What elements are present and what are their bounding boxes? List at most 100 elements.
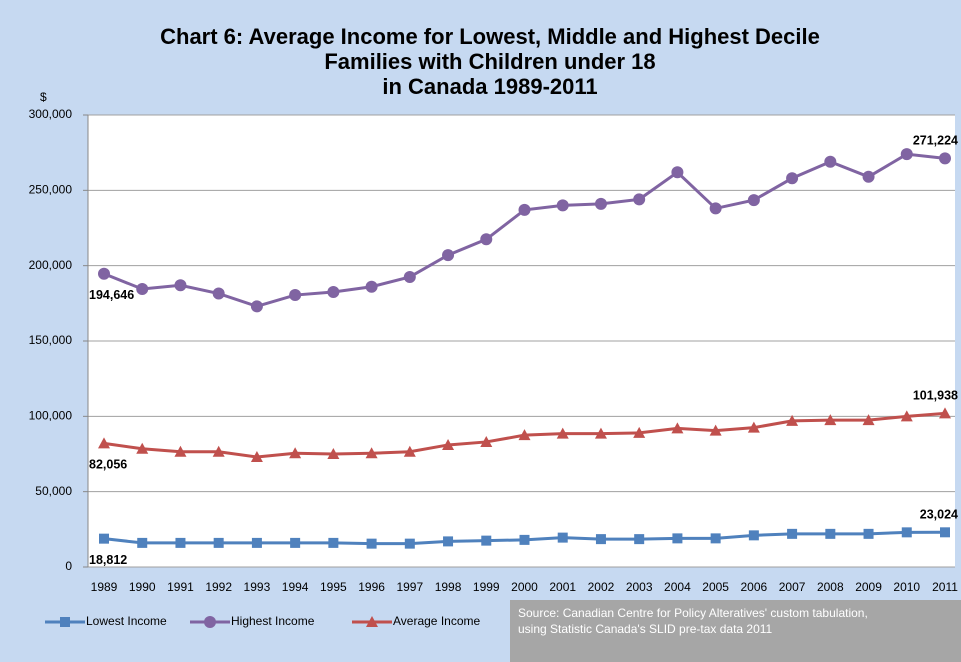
data-label: 82,056 [89, 458, 127, 472]
source-note: using Statistic Canada's SLID pre-tax da… [518, 622, 773, 636]
marker [250, 300, 263, 313]
x-tick-label: 2006 [741, 580, 768, 594]
x-tick-label: 2001 [549, 580, 576, 594]
x-tick-label: 1998 [435, 580, 462, 594]
marker [136, 442, 149, 454]
marker [519, 534, 530, 545]
marker [594, 197, 607, 210]
marker [787, 528, 798, 539]
marker [900, 148, 913, 161]
x-tick-label: 1996 [358, 580, 385, 594]
y-axis-label: $ [40, 90, 47, 104]
marker [442, 438, 455, 450]
marker [671, 166, 684, 179]
marker [862, 170, 875, 183]
chart-title: in Canada 1989-2011 [382, 74, 597, 99]
marker [251, 537, 262, 548]
marker [825, 528, 836, 539]
marker [901, 527, 912, 538]
marker [213, 537, 224, 548]
data-label: 271,224 [913, 134, 958, 148]
marker [671, 422, 684, 434]
x-tick-label: 2009 [855, 580, 882, 594]
x-tick-label: 1989 [91, 580, 118, 594]
marker [900, 410, 913, 422]
marker [328, 537, 339, 548]
marker [786, 414, 799, 426]
x-tick-label: 2008 [817, 580, 844, 594]
marker [443, 536, 454, 547]
x-tick-label: 2000 [511, 580, 538, 594]
x-tick-label: 1993 [244, 580, 271, 594]
marker [250, 451, 263, 463]
marker [556, 427, 569, 439]
marker [327, 286, 340, 299]
marker [824, 155, 837, 168]
marker [939, 152, 951, 165]
x-tick-label: 2005 [702, 580, 729, 594]
legend-label: Highest Income [231, 614, 315, 628]
marker [786, 172, 799, 185]
marker [289, 447, 302, 459]
x-tick-label: 2002 [588, 580, 615, 594]
marker [940, 527, 950, 538]
marker [480, 435, 493, 447]
y-tick-label: 300,000 [29, 107, 73, 121]
marker [60, 617, 70, 627]
marker [403, 270, 416, 283]
marker [518, 429, 531, 441]
x-tick-label: 1990 [129, 580, 156, 594]
y-tick-label: 150,000 [29, 333, 73, 347]
marker [137, 537, 148, 548]
legend-label: Average Income [393, 614, 480, 628]
marker [557, 532, 568, 543]
marker [442, 249, 455, 262]
marker [204, 616, 216, 628]
marker [404, 538, 415, 549]
data-label: 23,024 [920, 508, 958, 522]
marker [939, 407, 951, 419]
marker [747, 194, 760, 207]
data-label: 18,812 [89, 553, 127, 567]
marker [634, 534, 645, 545]
marker [518, 203, 531, 216]
x-tick-label: 1995 [320, 580, 347, 594]
marker [366, 538, 377, 549]
y-tick-label: 250,000 [29, 183, 73, 197]
marker [633, 193, 646, 206]
marker [595, 534, 606, 545]
marker [98, 437, 110, 449]
marker [863, 528, 874, 539]
marker [824, 414, 837, 426]
x-tick-label: 2007 [779, 580, 806, 594]
marker [365, 447, 378, 459]
marker [709, 424, 722, 436]
marker [212, 287, 225, 300]
marker [709, 202, 722, 215]
marker [594, 427, 607, 439]
marker [862, 414, 875, 426]
x-tick-label: 1997 [396, 580, 423, 594]
y-tick-label: 100,000 [29, 409, 73, 423]
marker [289, 289, 302, 302]
source-note: Source: Canadian Centre for Policy Alter… [518, 606, 868, 620]
y-tick-label: 50,000 [35, 484, 72, 498]
marker [556, 199, 569, 212]
marker [481, 535, 492, 546]
marker [174, 279, 187, 292]
x-tick-label: 1992 [205, 580, 232, 594]
marker [327, 448, 340, 459]
x-tick-label: 1999 [473, 580, 500, 594]
marker [365, 280, 378, 293]
x-tick-label: 1991 [167, 580, 194, 594]
data-label: 101,938 [913, 389, 958, 403]
legend-label: Lowest Income [86, 614, 167, 628]
y-tick-label: 0 [65, 559, 72, 573]
x-tick-label: 2004 [664, 580, 691, 594]
x-tick-label: 2003 [626, 580, 653, 594]
marker [290, 537, 301, 548]
y-tick-label: 200,000 [29, 258, 73, 272]
x-tick-label: 1994 [282, 580, 309, 594]
marker [175, 537, 186, 548]
